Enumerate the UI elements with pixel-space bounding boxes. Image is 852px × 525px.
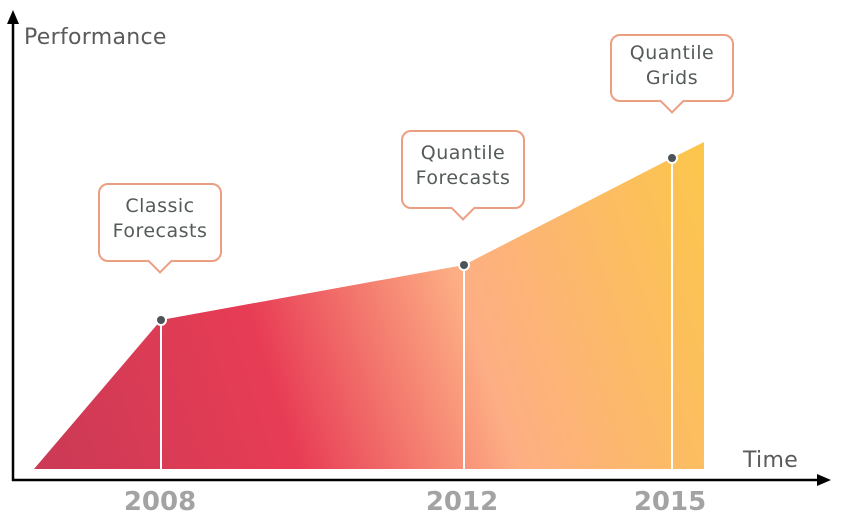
- data-point-2008: [155, 314, 167, 326]
- y-axis-arrow-icon: [7, 10, 19, 24]
- x-tick-2015: 2015: [633, 487, 707, 517]
- callout-quantile-grids: Quantile Grids: [610, 34, 734, 102]
- callout-classic-forecasts: Classic Forecasts: [98, 183, 222, 262]
- callout-quantile-forecasts: Quantile Forecasts: [401, 130, 525, 209]
- callout-line: Forecasts: [415, 167, 511, 189]
- data-point-2015: [666, 152, 678, 164]
- callout-line: Classic: [125, 195, 195, 217]
- x-axis-arrow-icon: [817, 474, 831, 486]
- x-axis-label: Time: [743, 448, 799, 473]
- y-axis-label: Performance: [24, 25, 167, 50]
- callout-line: Forecasts: [112, 220, 208, 242]
- performance-area: [34, 142, 704, 469]
- callout-line: Quantile: [629, 42, 715, 64]
- x-tick-2008: 2008: [123, 487, 197, 517]
- callout-line: Quantile: [420, 142, 506, 164]
- data-point-2012: [458, 259, 470, 271]
- callout-line: Grids: [645, 67, 699, 89]
- x-tick-2012: 2012: [425, 487, 499, 517]
